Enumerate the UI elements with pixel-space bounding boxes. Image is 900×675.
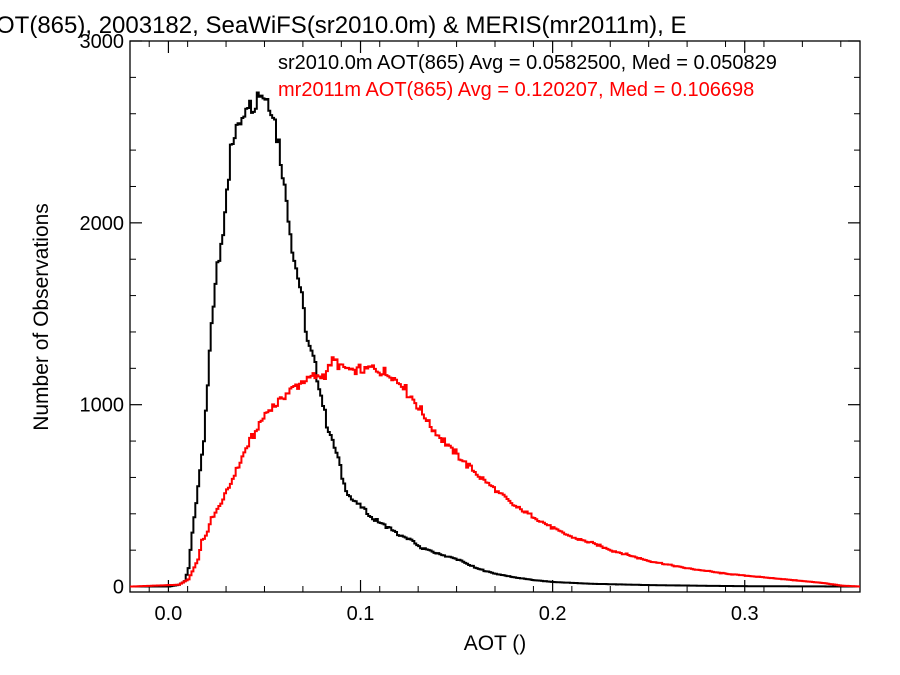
- y-tick-label: 3000: [80, 31, 125, 53]
- legend: sr2010.0m AOT(865) Avg = 0.0582500, Med …: [278, 52, 777, 101]
- x-tick-label: 0.3: [731, 603, 759, 625]
- x-tick-label: 0.0: [155, 603, 183, 625]
- y-tick-label: 0: [113, 577, 124, 599]
- y-tick-label: 1000: [80, 395, 125, 417]
- series-line-mr2011m: [130, 356, 860, 588]
- legend-entry-sr2010: sr2010.0m AOT(865) Avg = 0.0582500, Med …: [278, 52, 777, 74]
- chart-title: OT(865), 2003182, SeaWiFS(sr2010.0m) & M…: [0, 12, 686, 39]
- series-layer: [130, 91, 860, 588]
- x-tick-label: 0.2: [539, 603, 567, 625]
- x-tick-label: 0.1: [347, 603, 375, 625]
- series-line-sr2010.0m: [130, 91, 860, 588]
- x-axis: 0.0 0.1 0.2 0.3: [148, 41, 842, 625]
- legend-entry-mr2011m: mr2011m AOT(865) Avg = 0.120207, Med = 0…: [278, 79, 754, 101]
- y-axis-label: Number of Observations: [30, 203, 53, 431]
- y-tick-label: 2000: [80, 213, 125, 235]
- x-axis-label: AOT (): [464, 632, 527, 655]
- y-axis: 0 1000 2000 3000: [80, 31, 860, 599]
